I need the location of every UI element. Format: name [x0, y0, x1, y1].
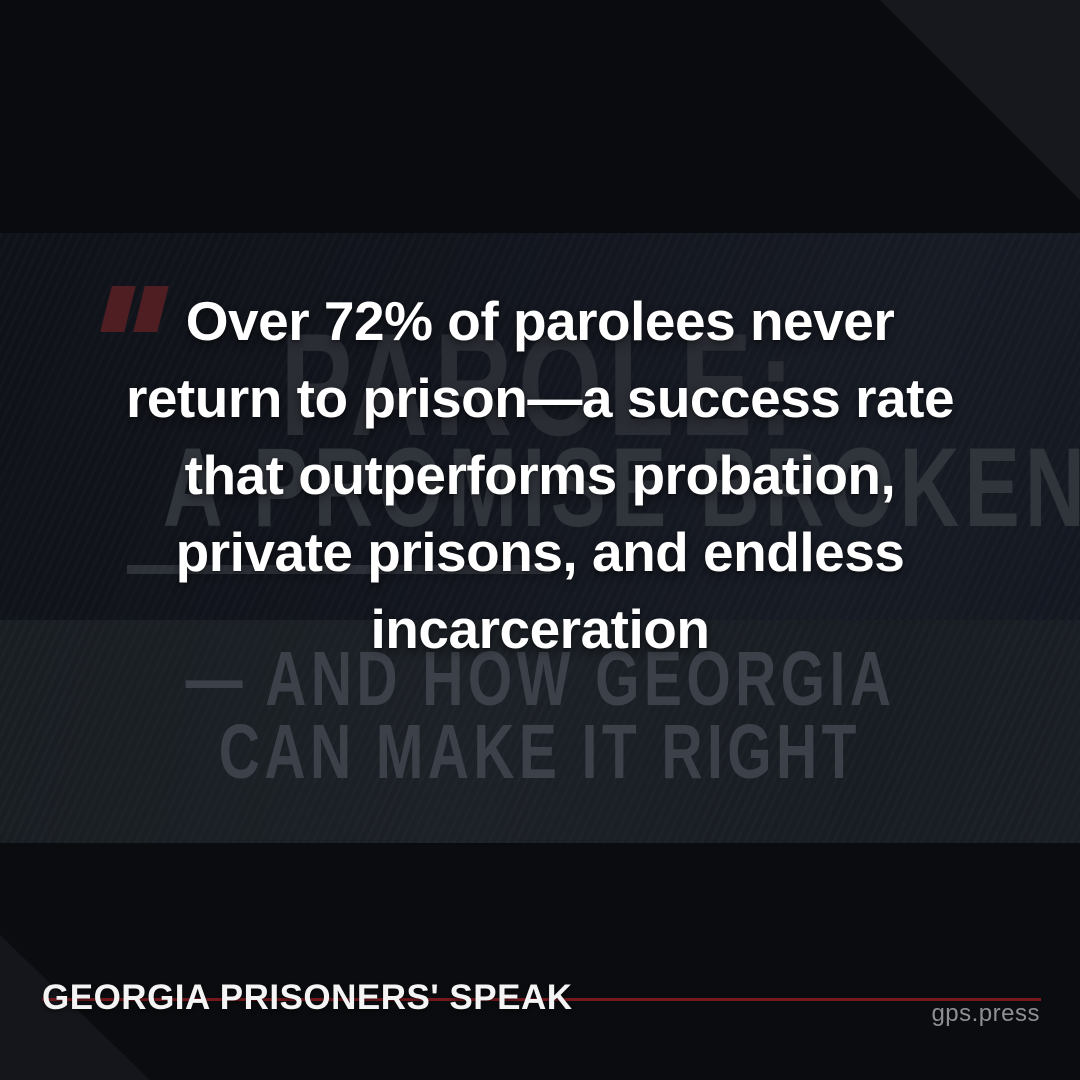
background-band-middle — [0, 233, 1080, 620]
background-band-bottom — [0, 843, 1080, 1080]
brand-name: GEORGIA PRISONERS' SPEAK — [42, 978, 573, 1017]
footer-accent-line — [42, 998, 1041, 1001]
quote-text: Over 72% of parolees never return to pri… — [45, 283, 1035, 668]
site-url: gps.press — [931, 1000, 1040, 1027]
quote-line: incarceration — [370, 598, 710, 660]
quote-line: private prisons, and endless — [175, 521, 905, 583]
quote-line: Over 72% of parolees never — [185, 290, 895, 352]
quote-line: return to prison—a success rate — [125, 367, 955, 429]
quote-line: that outperforms probation, — [184, 444, 896, 506]
background-band-lower — [0, 620, 1080, 843]
